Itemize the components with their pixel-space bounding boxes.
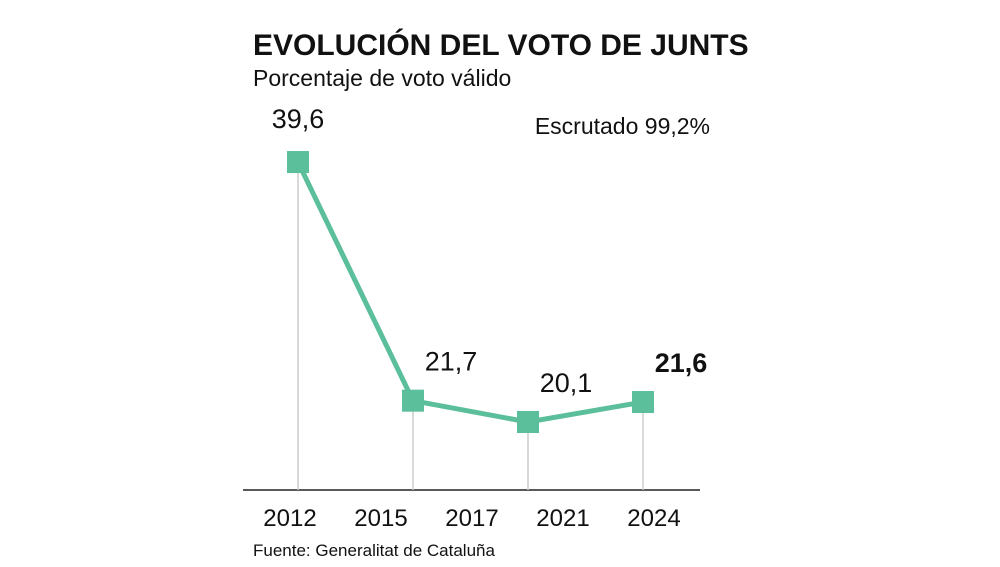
x-tick-label: 2021 xyxy=(536,505,589,532)
line xyxy=(295,160,644,425)
marker xyxy=(402,389,424,412)
marker xyxy=(287,151,309,174)
annotation: Escrutado 99,2% xyxy=(535,113,710,139)
chart-subtitle: Porcentaje de voto válido xyxy=(253,65,511,91)
x-tick-label: 2015 xyxy=(354,505,407,532)
data-label: 20,1 xyxy=(540,368,593,398)
chart-title: EVOLUCIÓN DEL VOTO DE JUNTS xyxy=(253,28,749,62)
marker xyxy=(517,411,539,434)
data-label: 21,7 xyxy=(425,347,478,377)
data-label: 21,6 xyxy=(655,348,708,378)
x-tick-label: 2012 xyxy=(263,505,316,532)
marker xyxy=(632,391,654,414)
x-tick-label: 2024 xyxy=(627,505,680,532)
data-label: 39,6 xyxy=(272,104,325,134)
source: Fuente: Generalitat de Cataluña xyxy=(253,541,495,560)
x-tick-label: 2017 xyxy=(445,505,498,532)
